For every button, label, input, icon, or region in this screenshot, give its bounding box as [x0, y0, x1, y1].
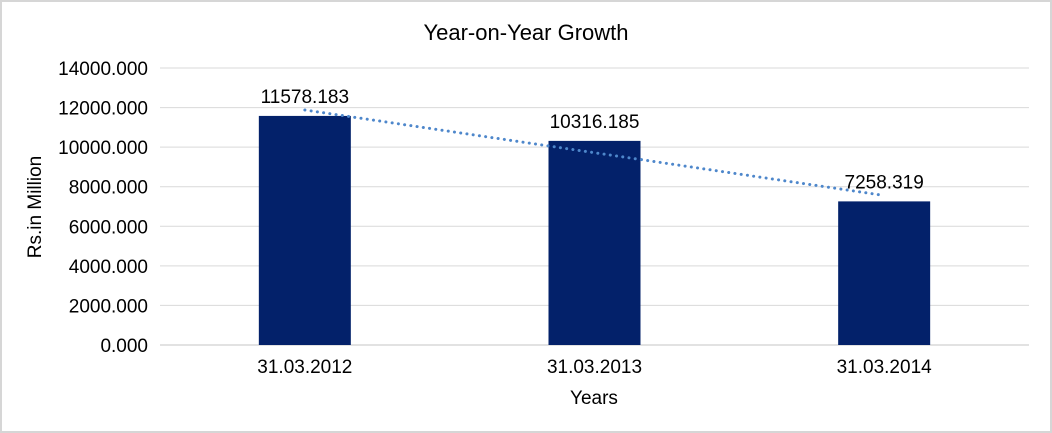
- y-tick-label: 8000.000: [69, 178, 148, 199]
- bar: [258, 115, 351, 345]
- y-tick-label: 2000.000: [69, 296, 148, 317]
- chart-title: Year-on-Year Growth: [423, 20, 628, 45]
- x-axis-title: Years: [570, 388, 618, 409]
- bar: [548, 140, 641, 345]
- y-axis-tick-labels: 0.000 2000.000 4000.000 6000.000 8000.000 100…: [58, 59, 148, 357]
- bars: [258, 115, 931, 345]
- y-tick-label: 12000.000: [58, 99, 148, 120]
- x-category-label: 31.03.2012: [257, 357, 352, 378]
- bar: [838, 201, 931, 345]
- y-tick-label: 14000.000: [58, 59, 148, 80]
- data-and-category-labels: 11578.183 31.03.2012 10316.185 31.03.2013 72…: [257, 87, 932, 378]
- y-axis-title: Rs.in Million: [25, 156, 46, 258]
- y-tick-label: 10000.000: [58, 138, 148, 159]
- x-category-label: 31.03.2013: [547, 357, 642, 378]
- y-tick-label: 0.000: [100, 336, 148, 357]
- y-tick-label: 4000.000: [69, 257, 148, 278]
- data-label: 11578.183: [261, 87, 349, 108]
- x-category-label: 31.03.2014: [837, 357, 933, 378]
- data-label: 10316.185: [550, 112, 640, 133]
- data-label: 7258.319: [845, 172, 924, 193]
- y-tick-label: 6000.000: [69, 217, 148, 238]
